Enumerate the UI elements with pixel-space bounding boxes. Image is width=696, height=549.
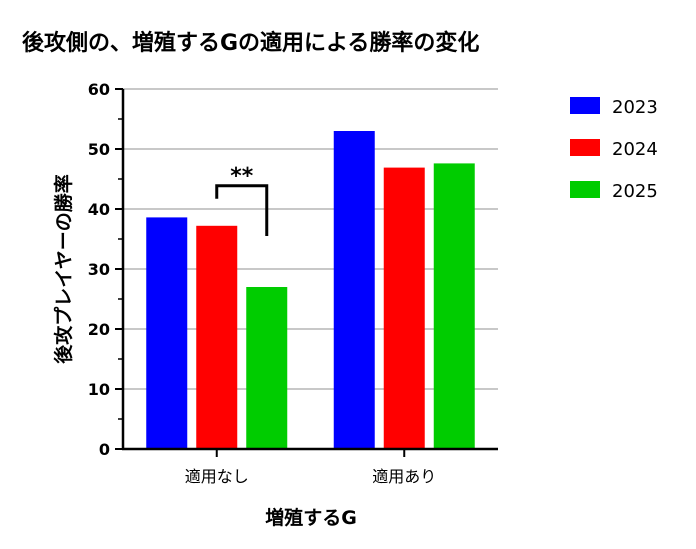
axes: 0 10 20 30 40 50 60 適用なし 適用あり <box>88 80 498 486</box>
x-axis-title: 増殖するG <box>265 506 357 529</box>
y-tick-label: 30 <box>88 260 110 279</box>
significance-bracket <box>215 184 269 236</box>
significance-annotation: ** <box>215 164 269 236</box>
y-tick-label: 10 <box>88 380 110 399</box>
bar <box>433 163 475 449</box>
x-tick-label: 適用なし <box>185 467 249 486</box>
y-tick-label: 0 <box>99 440 110 459</box>
bar <box>146 217 188 449</box>
legend: 2023 2024 2025 <box>570 97 658 202</box>
legend-label: 2025 <box>612 181 658 202</box>
significance-label: ** <box>230 164 254 189</box>
legend-label: 2024 <box>612 139 658 160</box>
legend-swatch <box>570 181 600 198</box>
y-tick-label: 50 <box>88 140 110 159</box>
y-tick-label: 20 <box>88 320 110 339</box>
bar <box>246 287 288 449</box>
bar <box>383 167 425 449</box>
legend-swatch <box>570 97 600 114</box>
y-tick-label: 40 <box>88 200 110 219</box>
y-tick-label: 60 <box>88 80 110 99</box>
legend-label: 2023 <box>612 97 658 118</box>
x-tick-label: 適用あり <box>372 467 436 486</box>
bar <box>333 131 375 449</box>
bar <box>196 225 238 449</box>
bars <box>146 131 475 449</box>
legend-swatch <box>570 139 600 156</box>
chart-title: 後攻側の、増殖するGの適用による勝率の変化 <box>22 30 479 56</box>
y-axis-title: 後攻プレイヤーの勝率 <box>52 174 75 363</box>
